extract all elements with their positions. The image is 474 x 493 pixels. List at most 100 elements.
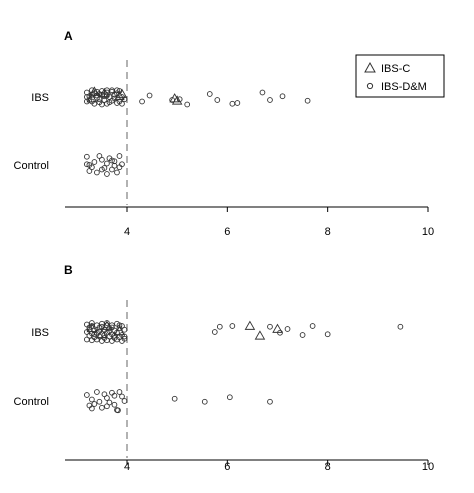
point-circle: [304, 97, 311, 104]
point-circle: [99, 166, 105, 173]
point-circle: [139, 98, 145, 105]
point-circle: [114, 100, 120, 106]
point-circle: [146, 92, 153, 99]
point-circle: [267, 323, 273, 330]
point-circle: [94, 169, 100, 176]
point-circle: [96, 324, 103, 331]
point-circle: [104, 171, 110, 177]
x-tick-label: 8: [325, 461, 331, 473]
point-circle: [84, 161, 90, 168]
point-circle: [277, 329, 283, 336]
legend-circle-icon: [366, 82, 374, 90]
point-circle: [89, 164, 95, 171]
point-circle: [84, 392, 90, 398]
point-circle: [116, 325, 123, 332]
x-tick-label: 8: [325, 226, 331, 238]
point-circle: [121, 96, 128, 103]
legend-label: IBS-C: [381, 63, 410, 75]
point-circle: [96, 398, 103, 405]
category-label-control: Control: [14, 160, 49, 172]
point-triangle: [272, 323, 283, 333]
point-circle: [111, 392, 118, 399]
point-circle: [111, 162, 118, 169]
category-label-control: Control: [14, 396, 49, 408]
panel-letter: B: [64, 263, 73, 277]
x-tick-label: 4: [124, 461, 130, 473]
point-circle: [309, 323, 316, 329]
point-circle: [176, 96, 183, 103]
x-tick-label: 6: [224, 226, 230, 238]
legend-triangle-icon: [364, 61, 376, 73]
point-circle: [111, 91, 118, 98]
category-label-ibs: IBS: [31, 92, 49, 104]
point-circle: [91, 159, 98, 165]
point-circle: [91, 401, 98, 407]
point-circle: [99, 323, 105, 330]
point-circle: [226, 394, 233, 401]
point-circle: [284, 326, 291, 332]
point-circle: [106, 328, 113, 335]
point-circle: [109, 157, 115, 164]
point-circle: [116, 322, 123, 329]
x-tick-label: 6: [224, 461, 230, 473]
point-circle: [121, 335, 128, 342]
point-circle: [104, 100, 110, 107]
point-circle: [234, 100, 241, 106]
point-circle: [84, 153, 90, 160]
point-circle: [229, 323, 236, 329]
point-circle: [267, 398, 273, 405]
point-circle: [121, 398, 128, 404]
category-label-ibs: IBS: [31, 327, 49, 339]
point-circle: [184, 101, 191, 108]
point-circle: [259, 89, 266, 96]
point-circle: [89, 396, 95, 403]
panel-a: A IBS Control 4 6 8 10 IBS-C IBS-D&M: [14, 29, 445, 238]
point-circle: [279, 93, 286, 100]
point-circle: [267, 97, 273, 103]
point-circle: [116, 153, 123, 159]
point-circle: [119, 393, 125, 400]
point-circle: [89, 98, 95, 105]
point-circle: [111, 401, 118, 408]
point-circle: [91, 331, 98, 338]
point-circle: [206, 91, 213, 97]
point-circle: [86, 326, 93, 333]
point-circle: [121, 333, 128, 340]
point-circle: [96, 99, 103, 106]
point-circle: [106, 94, 113, 100]
x-tick-label: 4: [124, 226, 130, 238]
point-circle: [104, 320, 110, 326]
point-circle: [169, 97, 176, 103]
legend-label: IBS-D&M: [381, 81, 427, 93]
point-circle: [116, 389, 123, 395]
point-circle: [324, 331, 331, 338]
legend-box: [355, 54, 445, 98]
point-circle: [104, 322, 110, 329]
legend: IBS-C IBS-D&M: [355, 54, 445, 98]
point-circle: [84, 94, 90, 100]
point-triangle: [244, 320, 256, 330]
point-circle: [115, 407, 121, 414]
panel-letter: A: [64, 29, 73, 43]
point-circle: [89, 320, 95, 326]
point-circle: [94, 92, 100, 99]
point-circle: [101, 332, 108, 338]
point-circle: [111, 332, 118, 339]
point-circle: [121, 326, 128, 333]
point-circle: [84, 336, 90, 343]
point-circle: [114, 169, 120, 176]
point-circle: [89, 405, 95, 412]
point-circle: [104, 87, 110, 94]
point-circle: [201, 398, 208, 405]
point-circle: [229, 100, 236, 107]
point-circle: [96, 328, 103, 335]
point-circle: [299, 332, 306, 338]
point-circle: [99, 404, 105, 411]
point-circle: [216, 323, 223, 330]
point-circle: [104, 395, 110, 401]
point-circle: [94, 336, 100, 343]
point-circle: [99, 156, 105, 163]
point-circle: [214, 97, 221, 103]
point-circle: [211, 329, 218, 335]
